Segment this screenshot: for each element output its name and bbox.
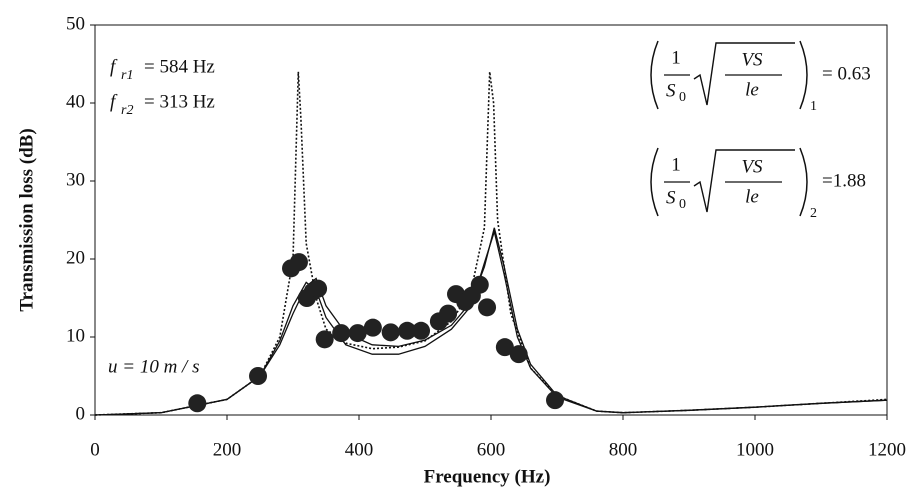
annotation-ratio2: 1 S 0 VS le 2 =1.88	[650, 147, 866, 221]
radicand-bottom: le	[745, 186, 759, 207]
y-tick-label: 10	[66, 325, 85, 346]
subscript: 2	[810, 206, 817, 221]
annotation-ratio1: 1 S 0 VS le 1 = 0.63	[650, 40, 871, 114]
measured-point	[309, 279, 328, 298]
ratio-value: =1.88	[822, 170, 866, 191]
paren-left	[650, 147, 659, 217]
x-axis-label: Frequency (Hz)	[424, 466, 551, 487]
radical	[693, 42, 795, 106]
x-tick-label: 600	[477, 439, 506, 460]
annotation-fr1: f r1 = 584 Hz	[110, 56, 215, 83]
denominator-subscript: 0	[679, 90, 686, 105]
paren-left	[650, 40, 659, 110]
x-tick-label: 0	[90, 439, 100, 460]
y-tick-label: 20	[66, 247, 85, 268]
measured-point	[188, 394, 207, 413]
theory-curve	[94, 227, 888, 416]
measured-point	[315, 330, 334, 349]
paren-right	[799, 147, 808, 217]
measured-point	[439, 304, 458, 323]
y-tick-label: 50	[66, 13, 85, 34]
annotation-symbol: f	[110, 91, 118, 112]
measured-point	[249, 367, 268, 385]
annotation-subscript: r2	[121, 103, 133, 118]
ratio-value: = 0.63	[822, 63, 871, 84]
measured-point	[348, 324, 367, 343]
measured-point	[509, 345, 528, 364]
paren-right	[799, 40, 808, 110]
x-tick-label: 1200	[868, 439, 906, 460]
y-axis-label: Transmission loss (dB)	[16, 128, 37, 311]
measured-point	[363, 318, 382, 337]
y-tick-label: 40	[66, 91, 85, 112]
x-tick-label: 1000	[736, 439, 774, 460]
measured-point	[289, 253, 308, 272]
denominator-subscript: 0	[679, 197, 686, 212]
annotation-fr2: f r2 = 313 Hz	[110, 91, 215, 118]
measured-point	[495, 338, 514, 357]
measured-point	[546, 391, 565, 410]
numerator: 1	[671, 47, 681, 68]
annotation-u: u = 10 m / s	[108, 356, 199, 377]
x-tick-label: 200	[213, 439, 242, 460]
radicand-top: VS	[741, 156, 763, 177]
numerator: 1	[671, 154, 681, 175]
plot-frame	[94, 24, 888, 416]
denominator: S	[666, 187, 676, 208]
measured-point	[381, 323, 400, 342]
denominator: S	[666, 80, 676, 101]
subscript: 1	[810, 99, 817, 114]
radicand-bottom: le	[745, 79, 759, 100]
annotation-subscript: r1	[121, 68, 133, 83]
measured-point	[332, 324, 351, 343]
annotation-symbol: f	[110, 56, 118, 77]
measured-point	[398, 321, 417, 340]
measured-point	[412, 321, 431, 340]
x-tick-label: 400	[345, 439, 374, 460]
radicand-top: VS	[741, 49, 763, 70]
measured-point	[470, 275, 489, 294]
x-tick-label: 800	[609, 439, 638, 460]
radical	[693, 149, 795, 213]
measured-point	[478, 298, 497, 317]
y-tick-label: 30	[66, 169, 85, 190]
annotation-value: = 584 Hz	[144, 56, 215, 77]
y-tick-label: 0	[76, 403, 86, 424]
annotation-value: = 313 Hz	[144, 91, 215, 112]
theory-curve	[94, 229, 888, 416]
